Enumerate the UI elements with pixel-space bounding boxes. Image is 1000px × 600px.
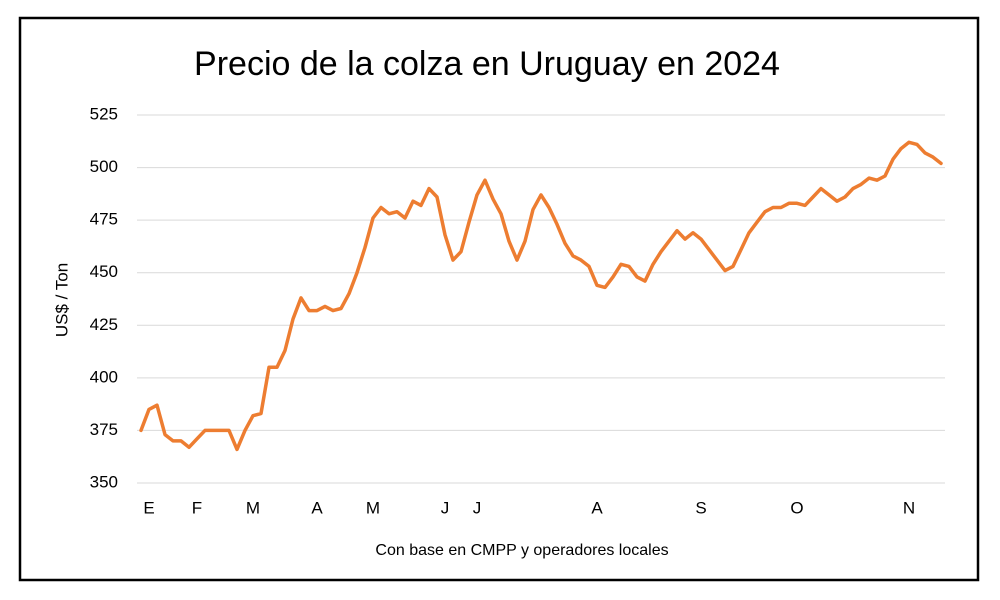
x-tick-label: S <box>695 498 706 517</box>
x-tick-label: O <box>790 498 803 517</box>
x-tick-label: A <box>311 498 323 517</box>
y-tick-label: 450 <box>90 262 118 281</box>
data-line <box>139 140 943 452</box>
y-tick-label: 475 <box>90 210 118 229</box>
y-tick-label: 425 <box>90 315 118 334</box>
x-tick-label: E <box>143 498 154 517</box>
caption: Con base en CMPP y operadores locales <box>375 542 668 559</box>
x-tick-label: J <box>473 498 482 517</box>
y-tick-label: 500 <box>90 157 118 176</box>
y-tick-label: 350 <box>90 472 118 491</box>
x-tick-label: F <box>192 498 202 517</box>
y-tick-label: 525 <box>90 104 118 123</box>
x-tick-label: N <box>903 498 915 517</box>
x-tick-label: A <box>591 498 603 517</box>
x-tick-label: M <box>366 498 380 517</box>
y-tick-label: 375 <box>90 420 118 439</box>
y-tick-label: 400 <box>90 367 118 386</box>
y-axis-label: US$ / Ton <box>52 263 71 337</box>
chart-title: Precio de la colza en Uruguay en 2024 <box>194 45 780 83</box>
x-tick-label: J <box>441 498 450 517</box>
x-tick-label: M <box>246 498 260 517</box>
chart-border <box>18 16 980 582</box>
